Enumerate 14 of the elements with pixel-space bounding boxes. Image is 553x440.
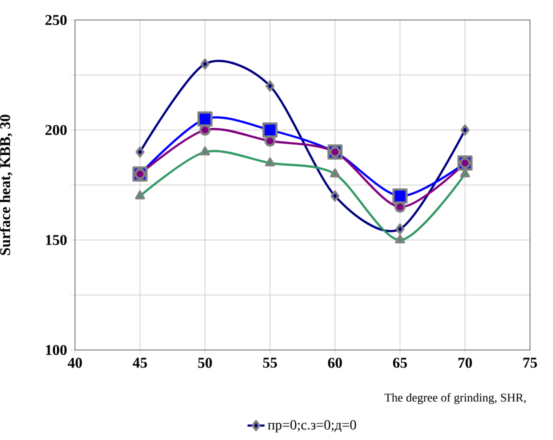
x-tick-label: 60	[328, 358, 342, 368]
x-tick-label: 75	[523, 358, 537, 368]
y-tick-label: 250	[45, 14, 67, 26]
x-tick-label: 55	[263, 358, 277, 368]
legend-label: пр=0;с.з=0;д=0	[268, 420, 356, 432]
x-tick-label: 45	[132, 358, 147, 368]
y-tick-label: 100	[46, 344, 67, 356]
x-tick-label: 70	[458, 358, 472, 368]
x-tick-label: 65	[393, 358, 407, 368]
x-tick-label: 50	[198, 358, 212, 368]
x-axis-title: The degree of grinding, SHR,	[384, 393, 526, 404]
y-tick-label: 150	[46, 234, 67, 246]
y-tick-label: 200	[45, 124, 67, 136]
x-tick-label: 40	[68, 358, 82, 368]
